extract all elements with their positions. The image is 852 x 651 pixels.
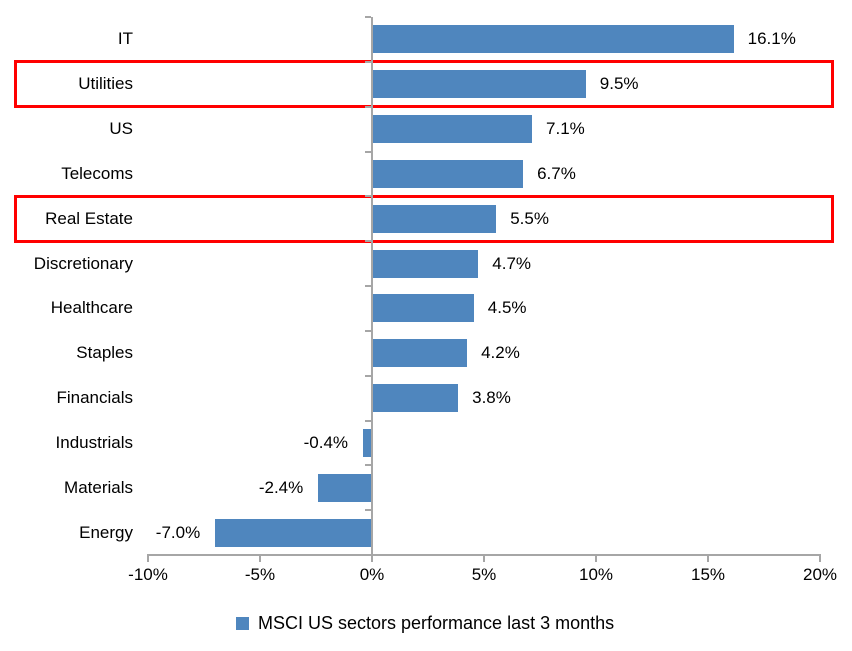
category-label-healthcare: Healthcare [50, 298, 133, 318]
y-axis-tick [365, 509, 371, 512]
bar-value-label-telecoms: 6.7% [537, 163, 576, 183]
x-tick-label-5-: 5% [471, 565, 497, 584]
x-axis-tick [707, 554, 709, 562]
x-tick-label-0-: 0% [359, 565, 385, 584]
y-axis-tick [365, 16, 371, 18]
x-axis-tick [819, 554, 821, 562]
bar-value-label-discretionary: 4.7% [492, 253, 532, 273]
y-axis-tick [365, 60, 371, 63]
category-label-staples: Staples [76, 343, 133, 363]
y-axis-tick [365, 464, 371, 467]
category-label-utilities: Utilities [78, 74, 133, 94]
bar-value-label-materials: -2.4% [258, 477, 304, 497]
bar-utilities [373, 70, 586, 99]
bar-value-label-energy: -7.0% [155, 522, 201, 542]
y-axis-tick [365, 240, 371, 243]
category-label-discretionary: Discretionary [33, 253, 133, 273]
x-axis-tick [147, 554, 149, 562]
y-axis-tick [365, 419, 371, 422]
category-label-us: US [109, 119, 133, 139]
x-tick-label--10-: -10% [128, 565, 168, 584]
legend-label: MSCI US sectors performance last 3 month… [258, 613, 615, 633]
highlight-box-utilities [14, 60, 834, 109]
bar-us [373, 115, 533, 144]
legend: MSCI US sectors performance last 3 month… [236, 612, 614, 634]
legend-swatch-icon [236, 616, 249, 630]
y-axis-tick [365, 329, 371, 332]
x-tick-label-15-: 15% [690, 565, 726, 584]
bar-value-label-us: 7.1% [546, 119, 585, 139]
bar-staples [373, 339, 468, 368]
category-label-industrials: Industrials [55, 432, 133, 452]
x-tick-label--5-: -5% [244, 565, 276, 584]
bar-it [373, 25, 734, 54]
category-label-real-estate: Real Estate [45, 208, 133, 228]
x-tick-label-10-: 10% [578, 565, 614, 584]
bar-value-label-healthcare: 4.5% [487, 298, 527, 318]
y-axis-line [371, 17, 373, 555]
x-axis-tick [595, 554, 597, 562]
bar-healthcare [373, 294, 474, 323]
category-label-telecoms: Telecoms [61, 163, 133, 183]
bar-value-label-industrials: -0.4% [303, 432, 349, 452]
bar-financials [373, 384, 459, 413]
x-axis-tick [483, 554, 485, 562]
category-label-it: IT [117, 29, 133, 49]
bar-value-label-financials: 3.8% [472, 388, 511, 408]
bar-real-estate [373, 204, 497, 233]
category-label-energy: Energy [79, 522, 133, 542]
y-axis-tick [365, 285, 371, 287]
y-axis-tick [365, 195, 371, 198]
category-label-materials: Materials [64, 477, 133, 497]
x-tick-label-20-: 20% [802, 565, 838, 584]
y-axis-tick [365, 105, 371, 108]
y-axis-tick [365, 150, 371, 153]
bar-materials [318, 473, 372, 502]
x-axis-tick [371, 554, 373, 562]
y-axis-tick [365, 374, 371, 377]
highlight-box-real-estate [14, 194, 834, 243]
bar-value-label-real-estate: 5.5% [510, 208, 549, 228]
x-axis-tick [259, 554, 261, 562]
bar-energy [215, 518, 372, 547]
bar-discretionary [373, 249, 479, 278]
bar-telecoms [373, 159, 524, 188]
bar-value-label-it: 16.1% [747, 29, 796, 49]
bar-value-label-utilities: 9.5% [599, 74, 639, 94]
category-label-financials: Financials [56, 388, 133, 408]
bar-industrials [363, 428, 372, 457]
bar-value-label-staples: 4.2% [481, 343, 520, 363]
